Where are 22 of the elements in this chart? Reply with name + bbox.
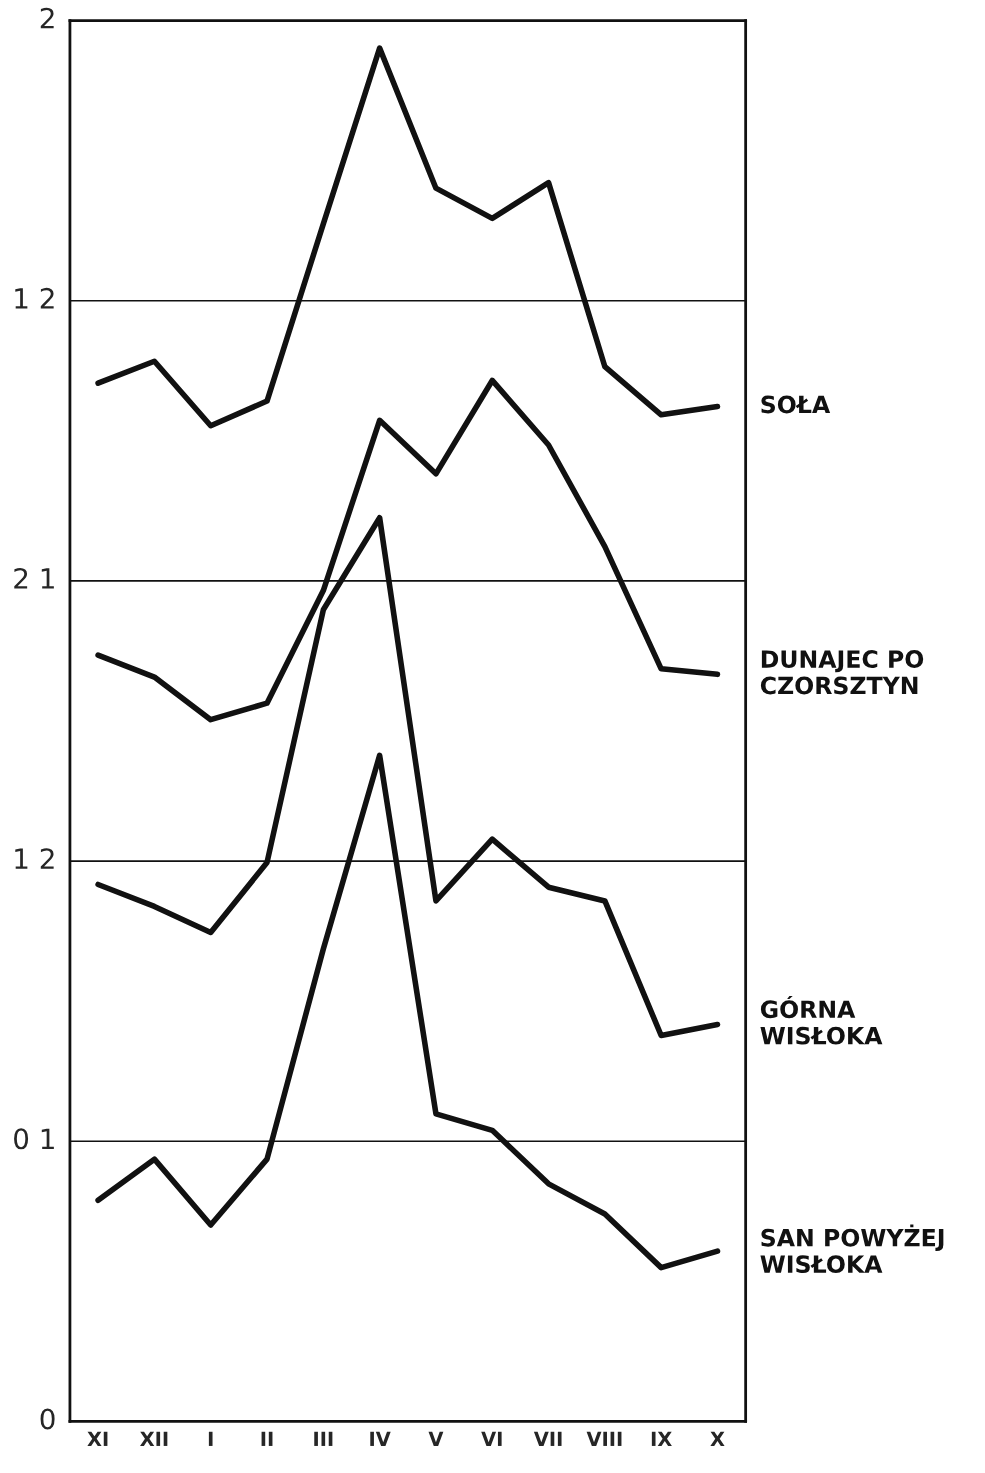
x-tick-label: III [314, 1431, 333, 1446]
text: 2 1 [14, 568, 54, 589]
x-tick-label: XI [87, 1431, 108, 1446]
x-tick-label: IV [370, 1431, 391, 1446]
text: 0 [40, 1408, 55, 1430]
text: 0 1 [14, 1128, 54, 1150]
text: 1 2 [15, 848, 54, 869]
x-tick-label: VII [533, 1431, 562, 1446]
text: 2 [40, 7, 54, 29]
series-label: DUNAJEC PO CZORSZTYN [760, 650, 924, 695]
x-tick-label: XII [140, 1431, 168, 1446]
x-tick-label: II [261, 1431, 273, 1446]
x-tick-label: I [208, 1431, 213, 1446]
x-tick-label: VI [481, 1431, 502, 1446]
text: 1 2 [15, 287, 54, 309]
x-tick-label: IX [651, 1431, 672, 1446]
series-label: SOŁA [761, 395, 831, 414]
series-label: SAN POWYŻEJ WISŁOKA [760, 1224, 944, 1274]
x-tick-label: V [428, 1431, 444, 1446]
x-tick-label: VIII [586, 1431, 622, 1446]
series-label: GÓRNA WISŁOKA [760, 996, 883, 1045]
x-tick-label: X [710, 1431, 725, 1446]
